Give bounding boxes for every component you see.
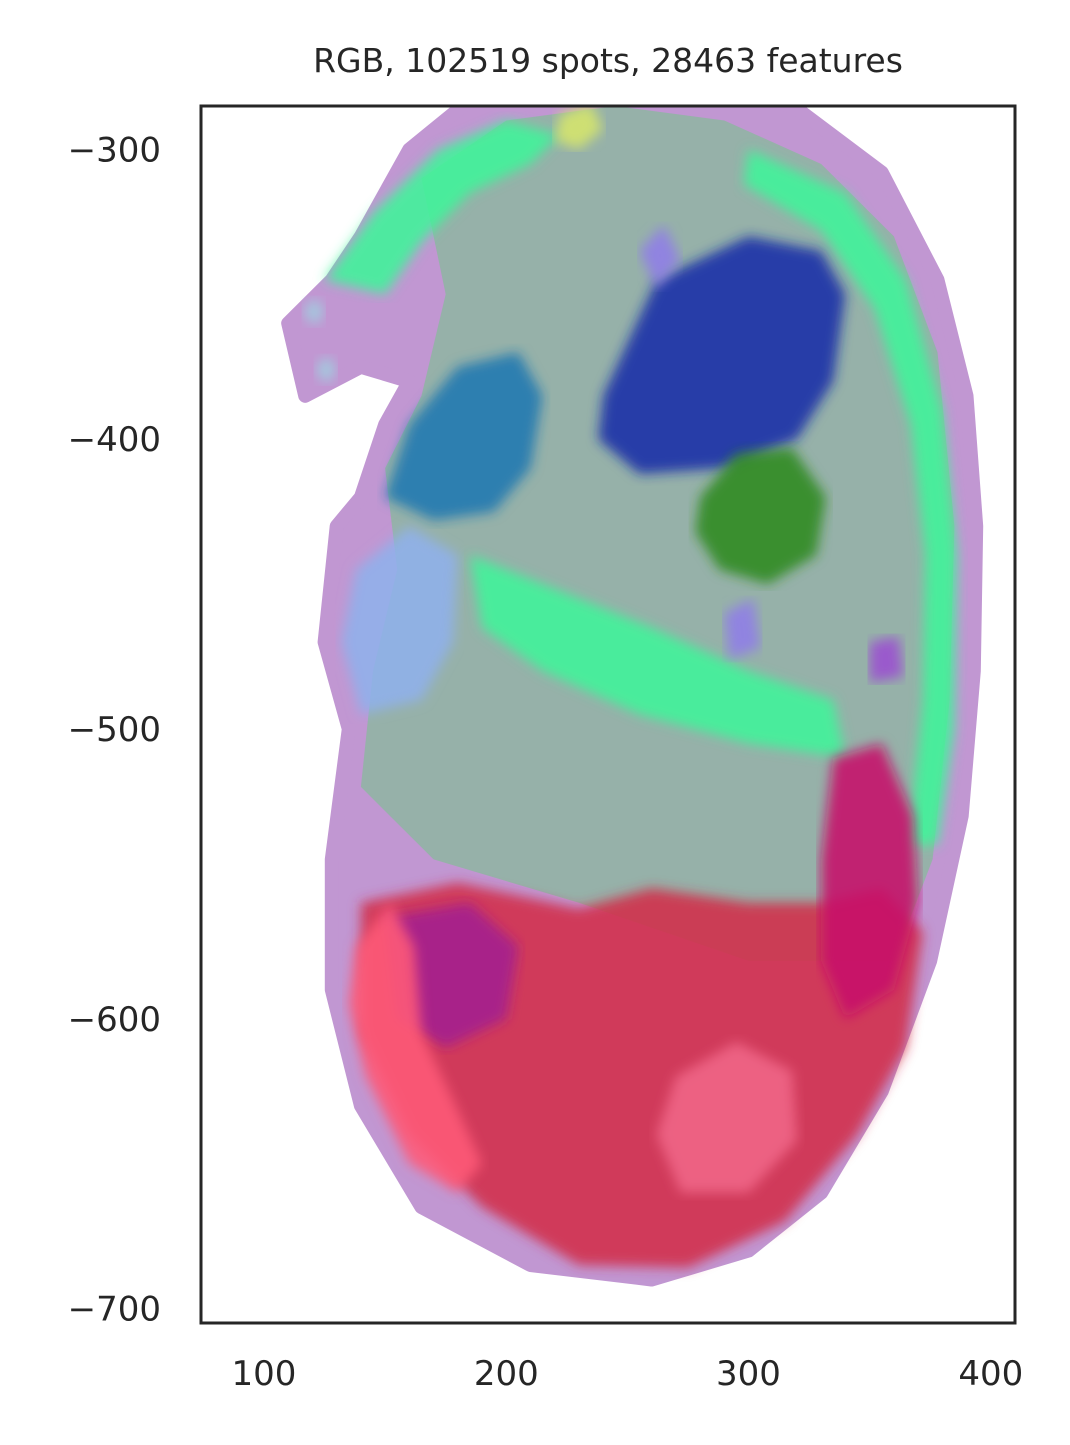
plot-area [281,106,984,1287]
region-head-pink-left [348,902,482,1193]
chart-title: RGB, 102519 spots, 28463 features [313,41,903,80]
region-head-magenta-right [821,743,919,1019]
region-tail-curl [324,120,560,295]
region-heart [695,447,826,585]
x-tick-label: 400 [958,1354,1023,1394]
region-liver [598,236,846,474]
region-mid-violet-3 [869,636,904,683]
x-tick-label: 100 [232,1354,297,1394]
y-tick-label: −400 [68,420,161,460]
x-tick-label: 300 [716,1354,781,1394]
x-tick-label: 200 [474,1354,539,1394]
y-tick-label: −600 [68,1000,161,1040]
y-tick-label: −700 [68,1290,161,1330]
region-face-region [385,352,543,521]
region-mid-violet-2 [724,598,761,660]
y-tick-label: −500 [68,710,161,750]
region-spine-band [743,149,957,845]
region-lower-limb [341,526,458,715]
region-mid-violet-1 [639,224,681,289]
region-upper-yellow-spot [554,106,604,150]
region-tail-tip-upper [302,297,325,327]
region-tail-tip-lower [314,355,337,385]
region-lower-body-stripes [469,555,846,758]
y-axis-ticks: −300 −400 −500 −600 −700 [68,131,161,1330]
axes-frame [199,104,1017,1325]
x-axis-ticks: 100 200 300 400 [232,1354,1024,1394]
y-tick-label: −300 [68,131,161,171]
spatial-regions [281,106,984,1287]
region-head-pink-right [656,1041,797,1193]
